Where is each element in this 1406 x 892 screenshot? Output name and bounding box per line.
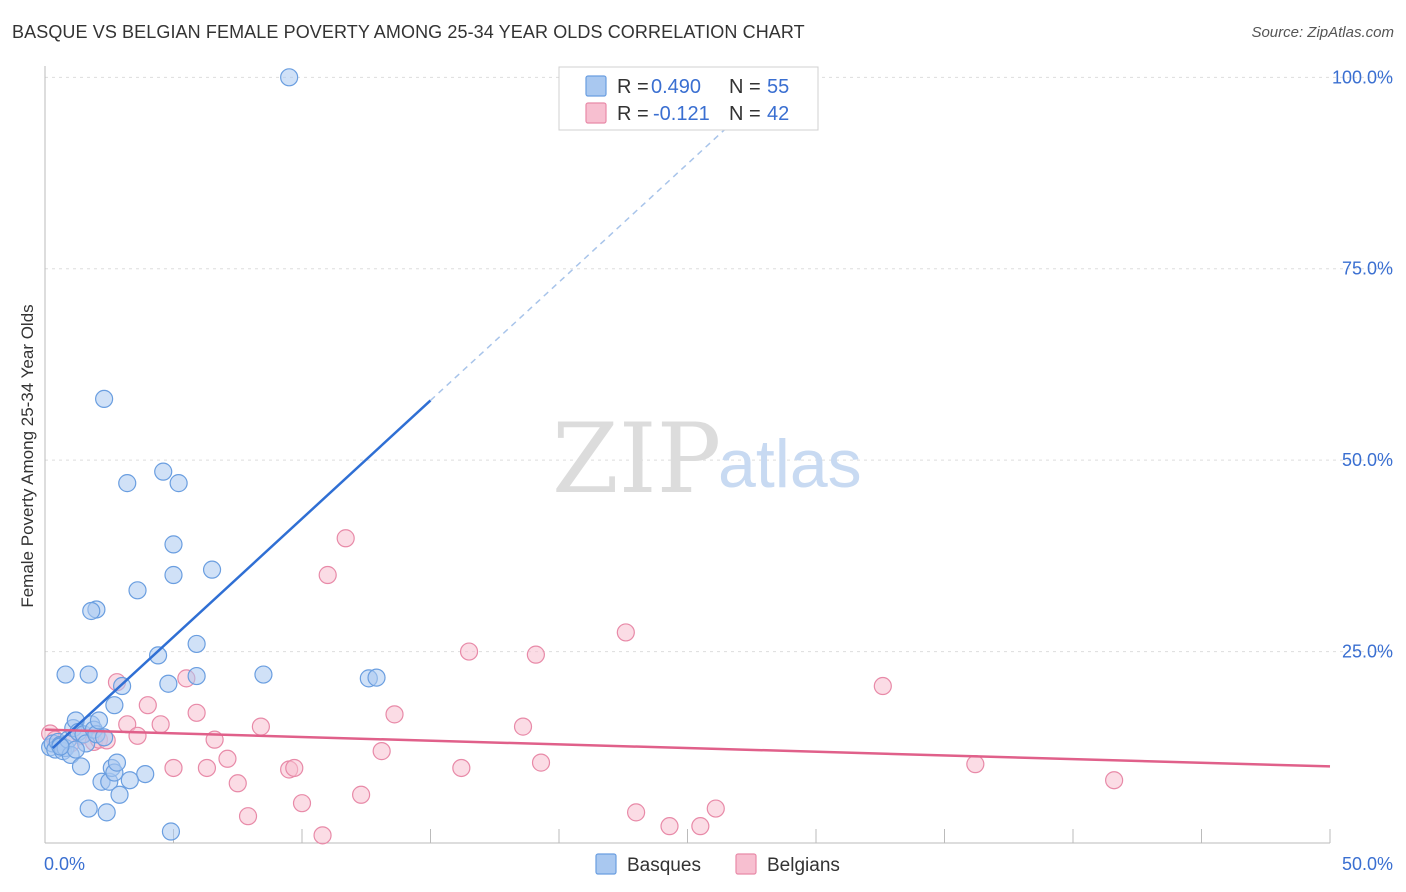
belgians-point-43	[1105, 771, 1124, 790]
belgians-point-36	[616, 623, 635, 642]
basques-point-26	[107, 753, 127, 772]
basques-point-39	[159, 674, 178, 693]
basques-point-42	[164, 565, 183, 585]
y-tick-label-0: 25.0%	[1342, 642, 1393, 662]
legend-n-label-belgians: N =	[729, 103, 761, 125]
basques-point-15	[79, 799, 98, 818]
basques-point-52	[280, 68, 299, 87]
basques-point-49	[254, 665, 273, 684]
y-tick-label-2: 75.0%	[1342, 259, 1393, 279]
bottom-legend-label-basques: Basques	[627, 855, 701, 876]
basques-point-35	[82, 601, 101, 621]
legend-r-label-basques: R =	[617, 76, 649, 98]
belgians-point-34	[531, 753, 551, 772]
belgians-point-38	[660, 817, 679, 836]
chart-title: BASQUE VS BELGIAN FEMALE POVERTY AMONG 2…	[12, 22, 805, 42]
belgians-points	[41, 529, 1124, 845]
belgians-point-15	[187, 703, 206, 722]
belgians-point-28	[352, 785, 371, 804]
belgians-point-11	[138, 696, 157, 715]
x-tick-label-0: 0.0%	[44, 854, 85, 874]
basques-point-45	[187, 666, 206, 686]
belgians-trend-line	[44, 728, 1331, 768]
basques-point-38	[148, 646, 168, 665]
basques-point-44	[187, 634, 206, 654]
watermark: ZIP atlas	[552, 403, 862, 515]
belgians-point-18	[218, 749, 237, 768]
basques-point-54	[51, 737, 70, 756]
basques-point-30	[118, 474, 137, 493]
belgians-point-32	[459, 642, 479, 661]
tick-labels: 25.0% 50.0% 75.0% 100.0% 0.0% 50.0%	[44, 67, 1393, 874]
source-label: Source: ZipAtlas.com	[1251, 24, 1394, 41]
belgians-point-23	[285, 758, 304, 778]
basques-point-40	[154, 462, 173, 481]
y-tick-label-3: 100.0%	[1332, 67, 1393, 87]
belgians-point-20	[238, 807, 258, 826]
belgians-point-25	[313, 826, 332, 845]
belgians-point-12	[151, 715, 170, 734]
x-tick-label-1: 50.0%	[1342, 854, 1393, 874]
belgians-point-21	[251, 717, 270, 736]
basques-point-36	[128, 581, 147, 600]
basques-point-51	[367, 668, 386, 687]
basques-point-21	[95, 728, 114, 747]
top-legend: R = 0.490 N = 55 R = -0.121 N = 42	[558, 66, 819, 131]
basques-trend-extension	[429, 111, 745, 401]
belgians-point-29	[372, 742, 391, 761]
basques-point-41	[169, 474, 188, 493]
legend-swatch-basques	[585, 75, 607, 97]
belgians-point-37	[626, 803, 646, 822]
basques-point-48	[161, 822, 181, 841]
watermark-atlas: atlas	[718, 426, 862, 502]
basques-point-37	[136, 764, 155, 784]
watermark-zip: ZIP	[552, 403, 721, 515]
belgians-point-39	[691, 817, 710, 836]
belgians-point-41	[873, 676, 892, 696]
legend-r-value-basques: 0.490	[651, 76, 701, 98]
basques-point-53	[66, 740, 85, 759]
gridlines	[45, 76, 1392, 653]
basques-point-31	[95, 389, 114, 409]
legend-n-value-belgians: 42	[767, 103, 789, 125]
basques-point-27	[110, 785, 129, 804]
belgians-point-19	[228, 774, 247, 793]
basques-points	[41, 68, 386, 841]
basques-point-33	[56, 665, 75, 684]
belgians-point-26	[318, 565, 337, 585]
bottom-legend-label-belgians: Belgians	[767, 855, 840, 876]
belgians-point-27	[336, 529, 355, 548]
bottom-legend: Basques Belgians	[595, 853, 840, 876]
basques-trend-line	[51, 399, 432, 749]
basques-point-46	[202, 560, 222, 579]
belgians-point-40	[706, 799, 725, 818]
basques-point-47	[120, 771, 139, 790]
belgians-point-35	[526, 645, 545, 664]
belgians-point-13	[164, 758, 183, 778]
legend-n-label-basques: N =	[729, 76, 761, 98]
y-tick-label-1: 50.0%	[1342, 450, 1393, 470]
belgians-point-42	[966, 755, 985, 774]
legend-r-label-belgians: R =	[617, 103, 649, 125]
basques-point-22	[97, 803, 116, 822]
bottom-legend-swatch-basques	[595, 853, 617, 875]
basques-point-32	[79, 665, 98, 684]
belgians-point-10	[128, 726, 147, 745]
belgians-point-33	[513, 717, 533, 736]
bottom-legend-swatch-belgians	[735, 853, 757, 875]
basques-point-19	[89, 711, 109, 730]
legend-swatch-belgians	[585, 102, 607, 124]
belgians-point-16	[197, 758, 217, 778]
belgians-point-24	[292, 794, 312, 813]
legend-n-value-basques: 55	[767, 76, 789, 98]
belgians-point-31	[452, 758, 471, 778]
basques-point-12	[71, 757, 91, 776]
basques-point-43	[164, 535, 183, 554]
belgians-point-30	[385, 705, 404, 724]
trend-lines	[44, 111, 1331, 768]
legend-r-value-belgians: -0.121	[653, 103, 710, 125]
basques-point-29	[105, 696, 124, 715]
